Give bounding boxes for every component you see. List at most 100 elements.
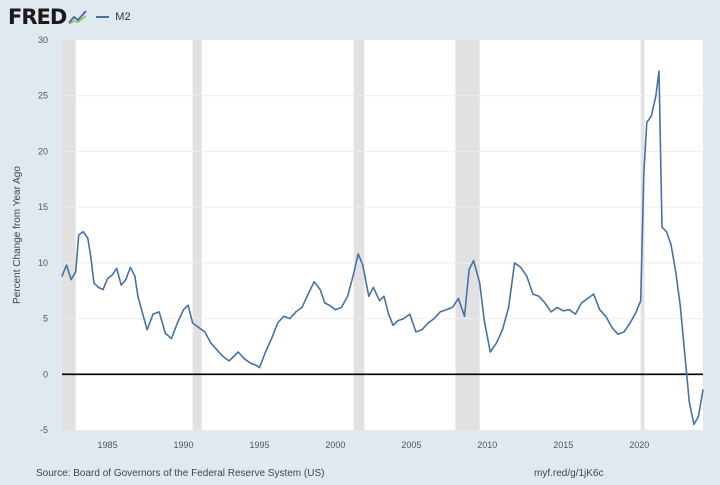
series-points <box>61 70 704 426</box>
m2-point-98 <box>593 293 595 295</box>
short-link[interactable]: myf.red/g/1jK6c <box>534 468 604 479</box>
legend-label-m2[interactable]: M2 <box>115 11 131 23</box>
m2-point-88 <box>532 293 534 295</box>
m2-point-74 <box>451 306 453 309</box>
m2-point-8 <box>93 282 95 284</box>
m2-point-54 <box>340 306 343 309</box>
m2-point-16 <box>129 266 131 268</box>
m2-point-91 <box>550 311 552 313</box>
m2-point-46 <box>295 311 297 313</box>
m2-point-26 <box>182 309 185 311</box>
m2-point-53 <box>334 309 337 311</box>
m2-point-48 <box>307 293 309 295</box>
m2-point-63 <box>387 313 390 315</box>
m2-point-84 <box>507 306 510 309</box>
recession-band-2 <box>353 40 365 430</box>
m2-series-line[interactable] <box>61 70 704 426</box>
m2-point-118 <box>688 401 690 403</box>
m2-point-62 <box>383 295 385 297</box>
m2-point-49 <box>313 281 315 283</box>
m2-point-67 <box>409 313 411 315</box>
gridlines <box>62 95 703 320</box>
m2-point-60 <box>372 286 374 288</box>
m2-point-66 <box>403 317 405 320</box>
m2-point-1 <box>65 264 68 266</box>
m2-point-18 <box>137 295 139 297</box>
m2-point-6 <box>87 237 89 239</box>
m2-point-104 <box>629 322 631 324</box>
fred-logo[interactable]: FRED <box>8 4 67 29</box>
y-tick-label-25: 25 <box>38 91 48 101</box>
m2-point-15 <box>125 278 127 281</box>
m2-point-55 <box>346 295 349 297</box>
m2-point-4 <box>78 234 80 236</box>
m2-point-43 <box>277 322 279 324</box>
m2-point-70 <box>427 322 429 324</box>
m2-point-27 <box>187 304 189 306</box>
m2-point-103 <box>623 331 625 333</box>
m2-point-12 <box>111 274 113 276</box>
line-chart-icon <box>68 10 88 25</box>
m2-point-65 <box>397 320 399 322</box>
m2-point-2 <box>70 278 72 281</box>
x-tick-label-2010: 2010 <box>477 440 497 450</box>
m2-point-41 <box>264 351 267 353</box>
m2-point-116 <box>679 304 681 306</box>
m2-point-69 <box>421 329 423 331</box>
m2-point-121 <box>702 389 704 391</box>
m2-point-83 <box>501 329 504 331</box>
m2-point-47 <box>301 306 303 309</box>
m2-point-86 <box>520 266 522 268</box>
y-tick-label-20: 20 <box>38 146 48 156</box>
m2-point-78 <box>473 260 475 262</box>
y-tick-label--5: -5 <box>40 425 48 435</box>
m2-point-108 <box>646 121 648 124</box>
m2-point-14 <box>120 284 122 286</box>
m2-point-52 <box>328 304 330 306</box>
m2-point-40 <box>258 367 261 369</box>
m2-point-7 <box>90 256 92 258</box>
m2-point-97 <box>586 297 589 300</box>
m2-point-42 <box>271 338 273 340</box>
y-tick-label-30: 30 <box>38 35 48 45</box>
m2-point-117 <box>684 353 686 355</box>
m2-point-17 <box>134 275 136 277</box>
x-tick-label-2005: 2005 <box>401 440 421 450</box>
plot-area <box>62 40 703 430</box>
m2-point-19 <box>141 312 144 314</box>
m2-point-30 <box>204 331 206 333</box>
m2-point-50 <box>319 289 321 291</box>
recession-band-3 <box>455 40 480 430</box>
m2-point-89 <box>538 295 540 297</box>
m2-point-101 <box>611 326 613 329</box>
recession-band-1 <box>192 40 202 430</box>
m2-point-37 <box>243 358 245 360</box>
y-tick-label-15: 15 <box>38 202 48 212</box>
m2-point-106 <box>640 300 642 302</box>
m2-point-11 <box>106 277 109 280</box>
m2-point-35 <box>233 355 235 358</box>
m2-point-94 <box>568 309 570 311</box>
x-tick-label-1990: 1990 <box>174 440 194 450</box>
m2-point-113 <box>665 231 668 233</box>
m2-point-110 <box>655 95 657 97</box>
m2-point-56 <box>353 273 355 275</box>
m2-point-22 <box>158 311 160 313</box>
m2-point-119 <box>693 423 695 426</box>
m2-point-33 <box>222 355 224 358</box>
m2-point-120 <box>697 416 700 418</box>
m2-point-79 <box>479 282 481 284</box>
x-tick-label-2000: 2000 <box>325 440 345 450</box>
y-tick-label-10: 10 <box>38 258 48 268</box>
m2-point-5 <box>82 231 84 233</box>
m2-point-96 <box>580 302 583 304</box>
m2-point-107 <box>643 173 645 175</box>
m2-point-25 <box>176 322 179 324</box>
m2-point-80 <box>483 320 485 322</box>
m2-point-109 <box>650 115 652 117</box>
m2-point-81 <box>489 351 491 353</box>
m2-point-44 <box>283 315 285 317</box>
m2-point-71 <box>433 317 435 320</box>
m2-point-76 <box>463 315 466 317</box>
